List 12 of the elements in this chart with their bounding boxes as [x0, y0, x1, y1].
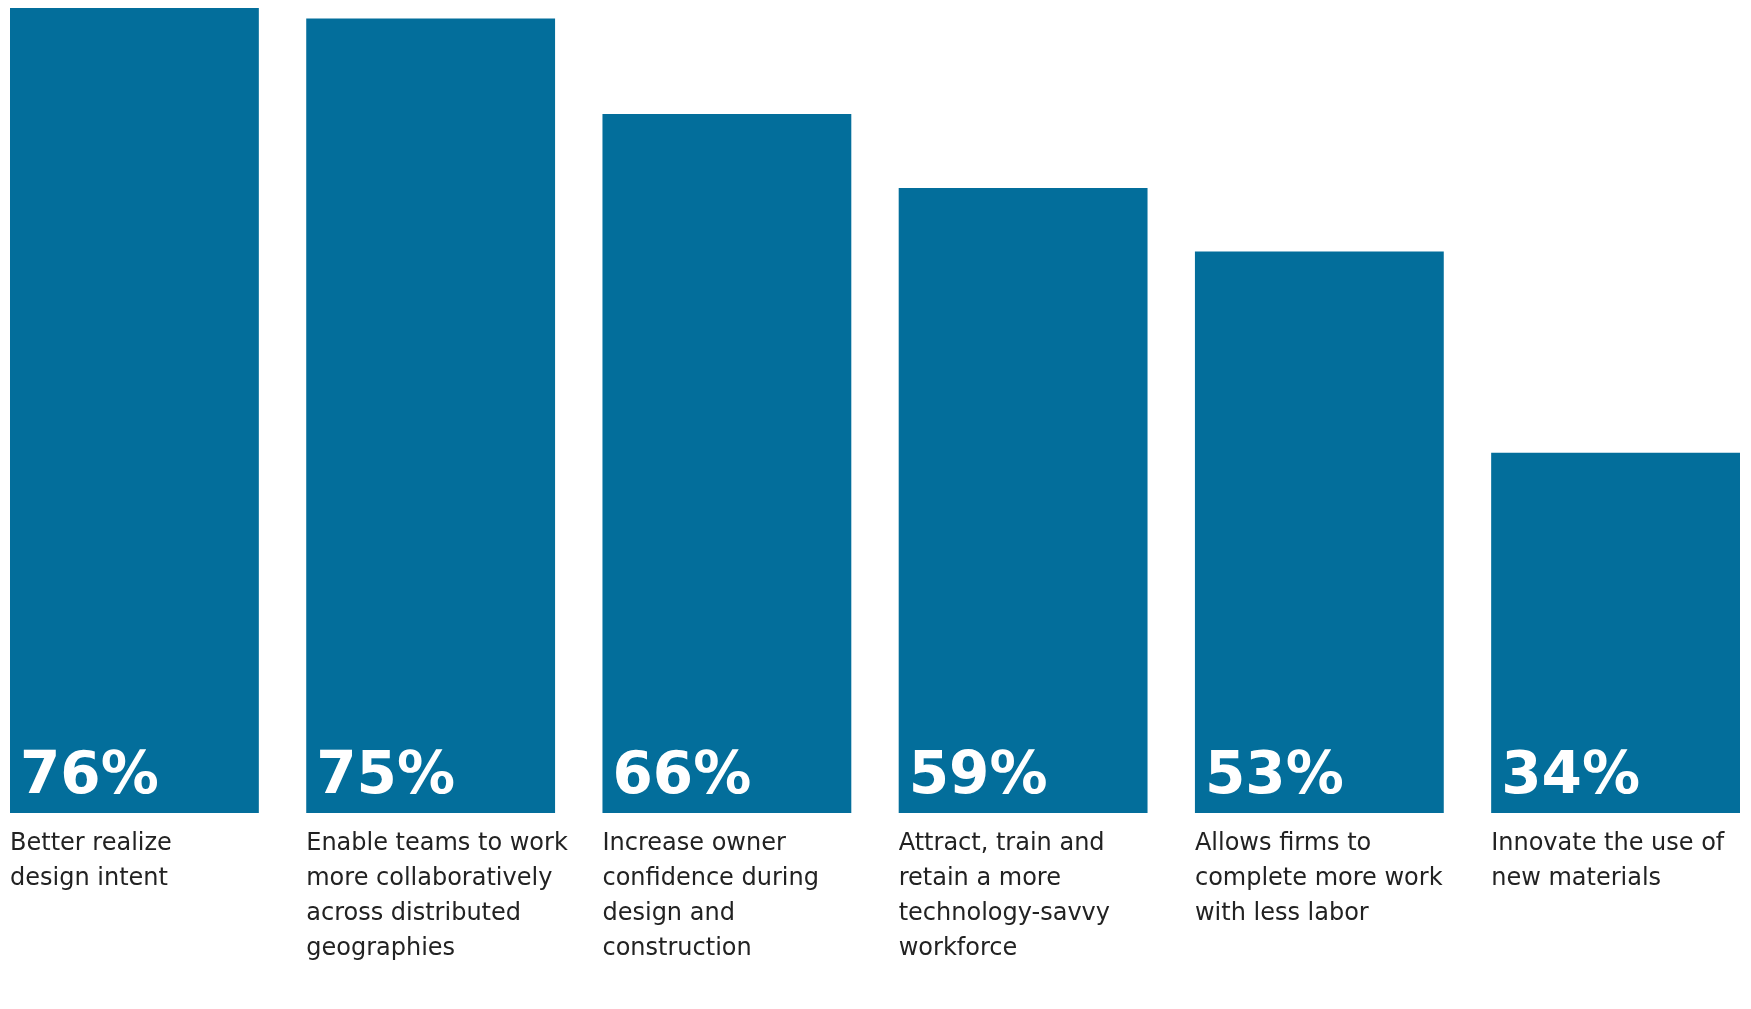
x-tick-label: Innovate the use of new materials: [1491, 828, 1725, 891]
x-tick-label: Allows firms to complete more work with less labor: [1194, 828, 1443, 926]
x-tick-label: Better realize design intent: [10, 828, 172, 891]
data-label: 34%: [1501, 739, 1640, 807]
data-label: 75%: [316, 739, 456, 807]
data-label: 59%: [908, 739, 1048, 807]
x-tick-label: Increase owner confidence during design and construction: [602, 828, 819, 961]
x-tick-label: Enable teams to work more collaboratively across distributed geographies: [306, 828, 568, 961]
x-tick-label: Attract, train and retain a more technology-savvy workforce: [898, 828, 1111, 961]
data-label: 66%: [612, 739, 752, 807]
data-label: 76%: [20, 739, 159, 807]
data-label: 53%: [1204, 739, 1344, 807]
